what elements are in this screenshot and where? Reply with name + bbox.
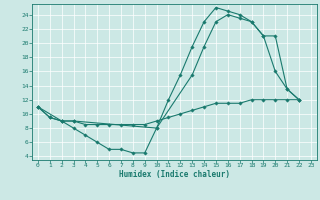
X-axis label: Humidex (Indice chaleur): Humidex (Indice chaleur) — [119, 170, 230, 179]
